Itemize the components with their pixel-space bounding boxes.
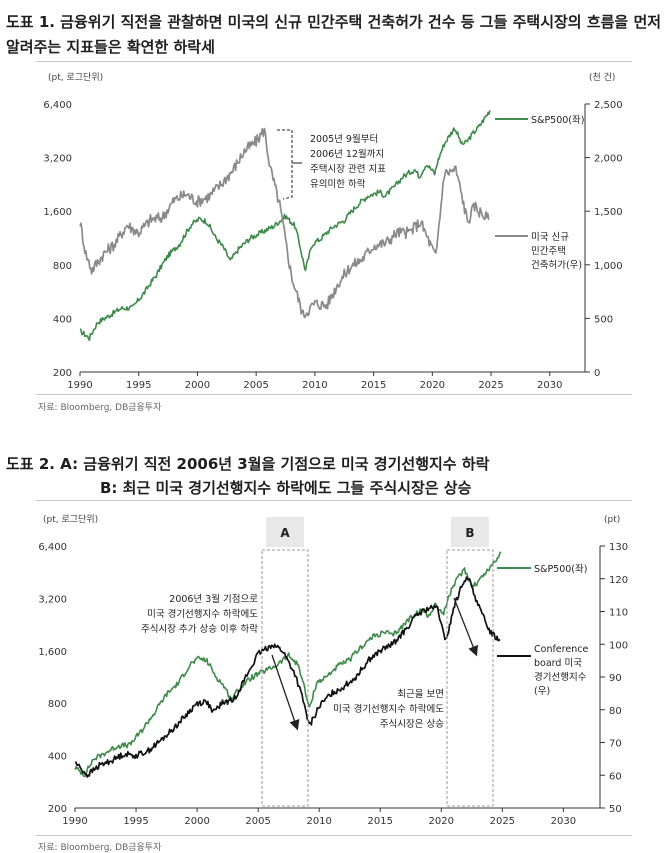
chart1-annotation-text: 2005년 9월부터 [310, 133, 378, 145]
chart2-right-tick-label: 60 [609, 771, 622, 782]
chart2-legend-sp500-label: S&P500(좌) [534, 564, 587, 575]
chart1-x-tick-label: 1995 [126, 380, 151, 391]
chart2-series-0 [74, 551, 502, 778]
chart1-legend-permits-label: 건축허가(우) [531, 260, 582, 271]
chart2-x-tick-label: 2005 [245, 816, 270, 827]
chart2-x-tick-label: 2020 [429, 816, 454, 827]
chart1-x-tick-label: 2025 [478, 380, 503, 391]
chart2-annotation-a-text: 2006년 3월 기점으로 [169, 593, 258, 605]
chart1-right-tick-label: 2,000 [594, 154, 623, 165]
chart1-left-tick-label: 6,400 [43, 100, 72, 111]
chart2-legend-lei-label: 경기선행지수 [534, 671, 587, 683]
chart2-left-tick-label: 3,200 [38, 594, 67, 605]
chart2-left-tick-label: 200 [48, 804, 67, 815]
chart1-left-tick-label: 400 [53, 314, 72, 325]
chart2-right-tick-label: 80 [609, 706, 622, 717]
chart1-x-tick-label: 2000 [185, 380, 210, 391]
chart2-annotation-b-text: 미국 경기선행지수 하락에도 [333, 703, 444, 715]
chart1-title-line1: 도표 1. 금융위기 직전을 관찰하면 미국의 신규 민간주택 건축허가 건수 … [6, 13, 662, 31]
chart1-top-rule [36, 61, 632, 62]
chart2-arrow-a [271, 654, 300, 731]
chart1-right-tick-label: 500 [594, 314, 613, 325]
chart1-left-tick-label: 1,600 [43, 207, 72, 218]
chart2-right-tick-label: 120 [609, 575, 628, 586]
chart1-left-unit: (pt, 로그단위) [48, 72, 103, 83]
chart2-box-b-label: B [465, 526, 474, 540]
chart1-annotation-text: 주택시장 관련 지표 [310, 164, 386, 175]
chart2-right-tick-label: 70 [609, 739, 622, 750]
chart1-x-tick-label: 1990 [67, 380, 92, 391]
chart2-left-tick-label: 400 [48, 752, 67, 763]
chart2-annotation-b-text: 최근을 보면 [397, 689, 444, 700]
chart2-x-tick-label: 2025 [490, 816, 515, 827]
chart1-title-line2: 알려주는 지표들은 확연한 하락세 [6, 38, 215, 56]
chart1-x-tick-label: 2015 [361, 380, 386, 391]
chart2-x-tick-label: 2015 [368, 816, 393, 827]
chart2-left-tick-label: 800 [48, 699, 67, 710]
chart2-right-tick-label: 130 [609, 542, 628, 553]
chart1-x-tick-label: 2005 [243, 380, 268, 391]
chart1-legend-sp500-label: S&P500(좌) [531, 115, 584, 126]
chart2-x-tick-label: 1995 [123, 816, 148, 827]
chart2-source: 자료: Bloomberg, DB금융투자 [38, 843, 162, 853]
chart2-box-b-label-bg [451, 517, 489, 547]
chart2-x-tick-label: 2030 [551, 816, 576, 827]
chart1-right-tick-label: 1,500 [594, 207, 623, 218]
chart1-left-tick-label: 800 [53, 261, 72, 272]
chart1-bottom-rule [36, 394, 632, 395]
chart1-right-unit: (천 건) [589, 72, 615, 83]
chart2-right-unit: (pt) [604, 515, 620, 525]
chart1-x-tick-label: 2020 [420, 380, 445, 391]
chart1-right-tick-label: 1,000 [594, 261, 623, 272]
chart2-box-a-label-bg [266, 517, 304, 547]
chart2-legend-lei-label: Conference [534, 644, 588, 655]
chart2-x-tick-label: 2000 [184, 816, 209, 827]
chart2-series-1 [74, 576, 501, 778]
chart2-bottom-rule [36, 835, 632, 836]
chart2-title-line1: 도표 2. A: 금융위기 직전 2006년 3월을 기점으로 미국 경기선행지… [6, 455, 490, 473]
chart2-x-tick-label: 2010 [306, 816, 331, 827]
chart1-annotation-text: 2006년 12월까지 [310, 148, 384, 160]
chart2-annotation-b-text: 주식시장은 상승 [380, 719, 444, 730]
chart2-left-tick-label: 6,400 [38, 542, 67, 553]
chart1-right-tick-label: 2,500 [594, 100, 623, 111]
chart2-left-tick-label: 1,600 [38, 647, 67, 658]
chart1-annotation-text: 유의미한 하락 [310, 178, 366, 190]
chart2-arrow-b [453, 597, 478, 657]
chart2-legend-lei-label: (우) [534, 686, 550, 697]
chart2-left-unit: (pt, 로그단위) [43, 514, 98, 525]
chart2-right-tick-label: 110 [609, 608, 628, 619]
chart1-left-tick-label: 200 [53, 368, 72, 379]
chart1-legend-permits-label: 미국 신규 [531, 232, 569, 243]
chart2-title-line2: B: 최근 미국 경기선행지수 하락에도 그들 주식시장은 상승 [100, 479, 472, 497]
chart1-legend-permits-label: 민간주택 [531, 246, 566, 257]
chart2-right-tick-label: 90 [609, 673, 622, 684]
chart2-x-tick-label: 1990 [62, 816, 87, 827]
chart2-top-rule [36, 500, 632, 501]
chart2-annotation-a-text: 미국 경기선행지수 하락에도 [147, 608, 258, 620]
chart2-right-tick-label: 50 [609, 804, 622, 815]
chart1-source: 자료: Bloomberg, DB금융투자 [38, 403, 162, 413]
chart1-left-tick-label: 3,200 [43, 154, 72, 165]
chart1-series-1 [79, 127, 490, 319]
chart2-box-a-label: A [280, 526, 290, 540]
chart1-x-tick-label: 2030 [537, 380, 562, 391]
chart2-box-a [261, 549, 309, 807]
chart2-box-b [446, 549, 494, 807]
chart1-right-tick-label: 0 [594, 368, 600, 379]
chart1-x-tick-label: 2010 [302, 380, 327, 391]
chart2-right-tick-label: 100 [609, 640, 628, 651]
chart2-annotation-a-text: 주식시장 추가 상승 이후 하락 [141, 623, 258, 635]
chart1-series-0 [79, 110, 491, 341]
chart2-legend-lei-label: board 미국 [534, 658, 582, 669]
chart1-annotation-bracket [277, 129, 293, 200]
